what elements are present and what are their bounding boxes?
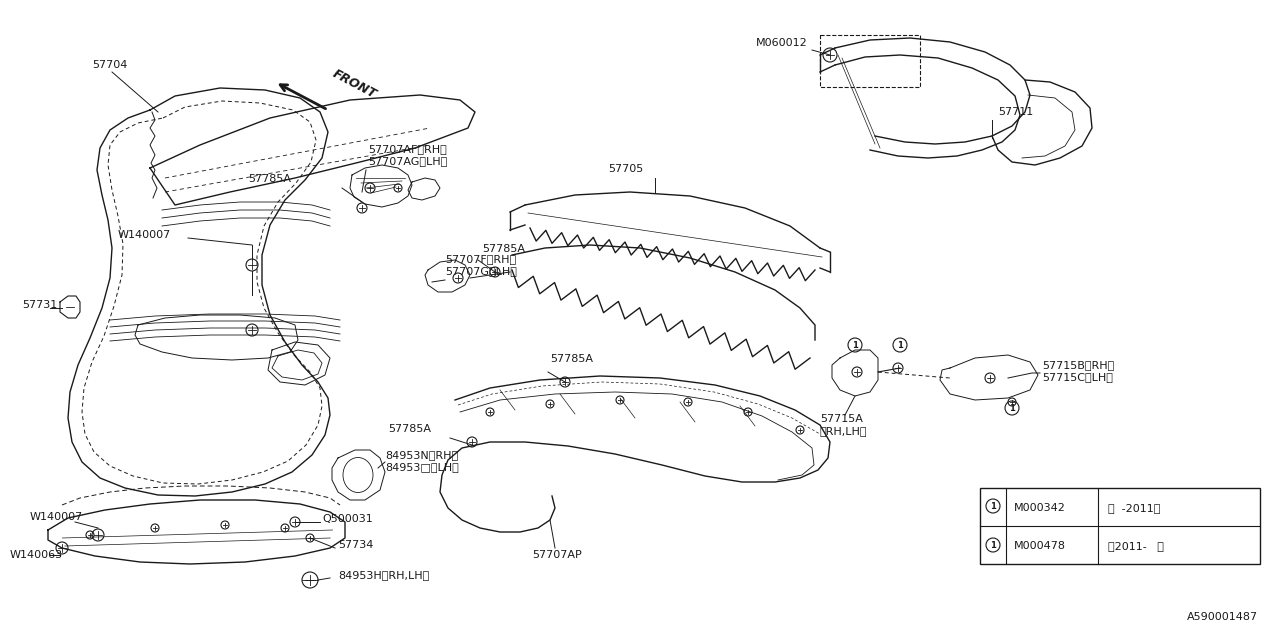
Text: 1: 1 — [897, 340, 902, 349]
Text: 84953H〈RH,LH〉: 84953H〈RH,LH〉 — [338, 570, 429, 580]
Text: M000478: M000478 — [1014, 541, 1066, 551]
Text: 1: 1 — [852, 340, 858, 349]
Text: FRONT: FRONT — [330, 67, 379, 101]
Text: 57707AP: 57707AP — [532, 550, 581, 560]
Text: 〈2011-   〉: 〈2011- 〉 — [1108, 541, 1164, 551]
Text: 1: 1 — [989, 541, 996, 550]
Text: A590001487: A590001487 — [1187, 612, 1258, 622]
Text: 〈  -2011〉: 〈 -2011〉 — [1108, 503, 1161, 513]
Text: 〈RH,LH〉: 〈RH,LH〉 — [820, 426, 868, 436]
Text: 84953□〈LH〉: 84953□〈LH〉 — [385, 462, 458, 472]
Text: 57715A: 57715A — [820, 414, 863, 424]
Text: 57711: 57711 — [998, 107, 1033, 117]
Text: 1: 1 — [989, 502, 996, 511]
Text: 57715C〈LH〉: 57715C〈LH〉 — [1042, 372, 1112, 382]
Text: 57707AG〈LH〉: 57707AG〈LH〉 — [369, 156, 447, 166]
Text: 84953N〈RH〉: 84953N〈RH〉 — [385, 450, 458, 460]
Text: M000342: M000342 — [1014, 503, 1066, 513]
Text: 57785A: 57785A — [388, 424, 431, 434]
Text: Q500031: Q500031 — [323, 514, 372, 524]
Text: M060012: M060012 — [756, 38, 808, 48]
Text: 57707G〈LH〉: 57707G〈LH〉 — [445, 266, 517, 276]
Text: 57705: 57705 — [608, 164, 644, 174]
Text: 57734: 57734 — [338, 540, 374, 550]
Text: W140063: W140063 — [10, 550, 63, 560]
Text: 57731: 57731 — [22, 300, 58, 310]
Bar — [820, 35, 920, 87]
Text: 57785A: 57785A — [550, 354, 593, 364]
Text: 1: 1 — [1009, 403, 1015, 413]
Text: W140007: W140007 — [29, 512, 83, 522]
Bar — [980, 488, 1260, 564]
Text: 57785A: 57785A — [248, 174, 291, 184]
Text: 57707AF〈RH〉: 57707AF〈RH〉 — [369, 144, 447, 154]
Text: 57715B〈RH〉: 57715B〈RH〉 — [1042, 360, 1115, 370]
Text: 57785A: 57785A — [483, 244, 525, 254]
Text: W140007: W140007 — [118, 230, 172, 240]
Text: 57704: 57704 — [92, 60, 128, 70]
Text: 57707F〈RH〉: 57707F〈RH〉 — [445, 254, 516, 264]
